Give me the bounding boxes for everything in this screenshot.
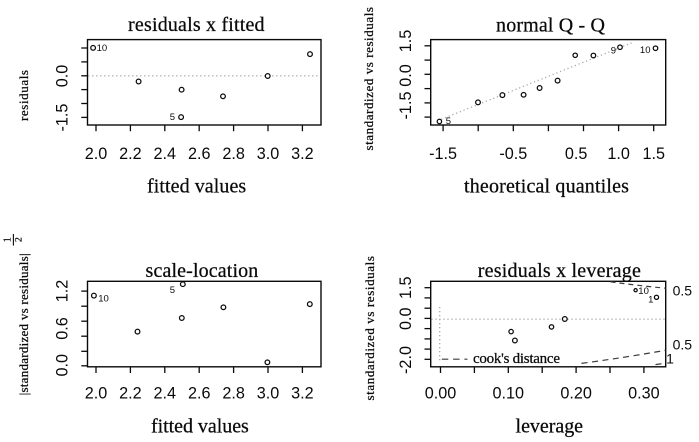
svg-text:0.0: 0.0 [397,64,415,87]
svg-text:0.5: 0.5 [565,145,588,163]
svg-text:normal Q - Q: normal Q - Q [496,15,605,37]
svg-text:cook's distance: cook's distance [473,351,560,367]
svg-text:3.2: 3.2 [291,145,314,163]
svg-text:5: 5 [170,285,175,296]
svg-text:1.5: 1.5 [397,277,415,300]
svg-text:0.30: 0.30 [628,384,660,402]
svg-text:3.0: 3.0 [257,145,280,163]
svg-text:scale-location: scale-location [146,260,259,282]
svg-text:5: 5 [170,112,175,123]
svg-text:0.0: 0.0 [397,307,415,330]
svg-text:2: 2 [15,237,25,242]
svg-text:3.2: 3.2 [291,384,314,402]
svg-text:fitted values: fitted values [151,415,249,437]
svg-text:1.5: 1.5 [397,30,415,53]
svg-text:2.8: 2.8 [222,384,245,402]
svg-text:1: 1 [648,294,653,305]
svg-text:2.4: 2.4 [154,384,177,402]
svg-text:1: 1 [666,350,674,366]
svg-text:2.8: 2.8 [222,145,245,163]
svg-text:residuals: residuals [16,70,31,121]
svg-text:2.2: 2.2 [119,145,142,163]
svg-text:-1.5: -1.5 [397,92,415,120]
svg-text:-1.5: -1.5 [53,104,71,132]
svg-text:10: 10 [640,45,651,56]
svg-text:|standardized vs residuals|: |standardized vs residuals| [16,253,31,395]
svg-text:3.0: 3.0 [257,384,280,402]
svg-text:standardized vs residuals: standardized vs residuals [362,256,377,401]
svg-text:0.6: 0.6 [53,317,71,340]
svg-text:-0.5: -0.5 [499,145,527,163]
svg-text:residuals x leverage: residuals x leverage [478,260,641,282]
svg-text:9: 9 [611,45,616,56]
svg-text:1: 1 [3,237,14,242]
svg-text:0.20: 0.20 [560,384,592,402]
svg-text:0.00: 0.00 [425,384,457,402]
svg-text:residuals x fitted: residuals x fitted [128,14,264,36]
svg-text:standardized vs residuals: standardized vs residuals [361,7,376,151]
svg-text:2.6: 2.6 [188,384,211,402]
svg-text:1.0: 1.0 [607,145,630,163]
svg-text:fitted values: fitted values [147,175,246,197]
svg-text:0.5: 0.5 [673,282,693,298]
svg-text:-1.5: -1.5 [429,145,457,163]
svg-text:5: 5 [446,116,451,127]
svg-text:10: 10 [98,293,109,304]
svg-text:1.5: 1.5 [642,145,665,163]
svg-text:1.2: 1.2 [53,280,71,303]
svg-text:2.4: 2.4 [154,145,177,163]
svg-text:0.10: 0.10 [493,384,525,402]
svg-text:2.0: 2.0 [85,384,108,402]
svg-text:0.5: 0.5 [673,336,693,352]
svg-text:2.0: 2.0 [85,145,108,163]
svg-text:10: 10 [97,43,108,54]
svg-text:10: 10 [638,286,649,297]
svg-text:leverage: leverage [516,416,584,438]
svg-text:0.0: 0.0 [53,65,71,88]
svg-text:-2.0: -2.0 [397,346,415,374]
svg-text:0.0: 0.0 [53,354,71,377]
svg-text:2.2: 2.2 [119,384,142,402]
svg-text:theoretical quantiles: theoretical quantiles [464,175,629,197]
svg-text:2.6: 2.6 [188,145,211,163]
